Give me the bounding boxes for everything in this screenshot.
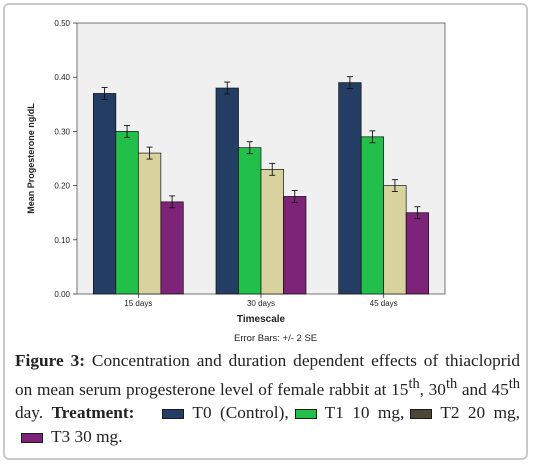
caption-sup-3: th xyxy=(508,375,521,392)
caption-text-2: , 30 xyxy=(419,379,446,399)
y-tick-label: 0.20 xyxy=(54,182,70,191)
caption-text-1: Concentration and duration dependent eff… xyxy=(15,351,520,399)
x-tick-label: 45 days xyxy=(370,299,398,308)
error-bars-note: Error Bars: +/- 2 SE xyxy=(234,333,318,344)
legend-text-t1: T1 10 mg, xyxy=(324,402,405,422)
caption-text-3: and 45 xyxy=(457,379,509,399)
bar-t3-1 xyxy=(283,196,307,295)
bar-chart: 0.00 0.10 0.20 0.30 0.40 0.50 Mean Progesteron… xyxy=(26,19,446,325)
y-tick-label: 0.30 xyxy=(54,127,70,136)
bar-t3-0 xyxy=(160,201,184,295)
x-tick-label: 15 days xyxy=(124,299,152,308)
bar-t2-1 xyxy=(260,168,284,295)
legend-text-t0: T0 (Control), xyxy=(192,402,289,422)
bar-t1-0 xyxy=(115,131,139,295)
caption-sup-2: th xyxy=(445,375,458,392)
x-axis-label: Timescale xyxy=(237,314,286,325)
figure-label: Figure 3: xyxy=(15,351,85,370)
x-tick-label: 30 days xyxy=(247,299,275,308)
y-tick-label: 0.50 xyxy=(54,19,70,28)
legend-text-t3: T3 30 mg. xyxy=(51,426,123,446)
bar-t3-2 xyxy=(405,212,430,295)
bar-t0-0 xyxy=(92,93,117,295)
y-axis-label: Mean Progesterone ng/dL xyxy=(26,103,36,214)
legend-swatch-t1 xyxy=(294,408,317,419)
bar-t1-2 xyxy=(360,136,385,295)
legend-swatch-t3 xyxy=(21,432,43,443)
y-tick-label: 0.40 xyxy=(54,73,70,82)
legend-swatch-t2 xyxy=(410,408,433,419)
bar-t2-2 xyxy=(383,185,407,295)
bar-t1-1 xyxy=(238,147,262,295)
legend-text-t2: T2 20 mg, xyxy=(440,402,520,422)
bar-t0-2 xyxy=(338,82,362,295)
legend-swatch-t0 xyxy=(162,408,185,419)
y-tick-label: 0.10 xyxy=(54,236,70,245)
caption-sup-1: th xyxy=(408,375,420,392)
figure-caption: Figure 3: Concentration and duration dep… xyxy=(15,349,520,448)
y-tick-label: 0.00 xyxy=(54,290,70,299)
bar-t0-1 xyxy=(215,87,239,295)
bar-t2-0 xyxy=(137,152,162,295)
treatment-label: Treatment: xyxy=(51,402,135,422)
caption-text-4: day. xyxy=(15,402,44,422)
